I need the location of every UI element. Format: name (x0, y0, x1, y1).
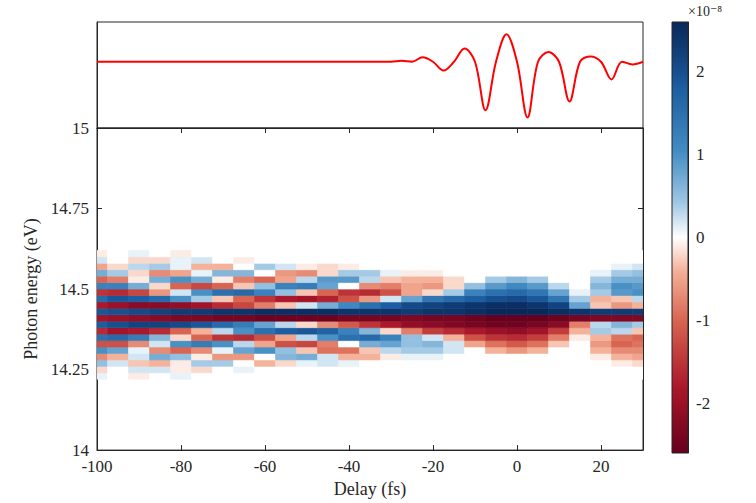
svg-text:2: 2 (696, 62, 705, 81)
svg-text:15: 15 (72, 119, 89, 138)
svg-text:1: 1 (696, 145, 705, 164)
svg-text:-80: -80 (170, 457, 193, 476)
svg-text:-1: -1 (696, 311, 710, 330)
svg-text:-40: -40 (338, 457, 361, 476)
svg-text:20: 20 (593, 457, 610, 476)
svg-text:Photon energy (eV): Photon energy (eV) (21, 218, 42, 360)
svg-text:×10⁻⁸: ×10⁻⁸ (688, 4, 722, 19)
svg-text:Delay (fs): Delay (fs) (334, 479, 406, 500)
svg-text:-2: -2 (696, 394, 710, 413)
svg-text:14.75: 14.75 (51, 199, 89, 218)
svg-text:-100: -100 (81, 457, 112, 476)
svg-text:0: 0 (513, 457, 522, 476)
svg-text:0: 0 (696, 228, 705, 247)
svg-text:14.25: 14.25 (51, 360, 89, 379)
svg-text:14.5: 14.5 (59, 280, 89, 299)
svg-text:-60: -60 (254, 457, 277, 476)
svg-text:14: 14 (72, 440, 89, 460)
svg-text:-20: -20 (422, 457, 445, 476)
